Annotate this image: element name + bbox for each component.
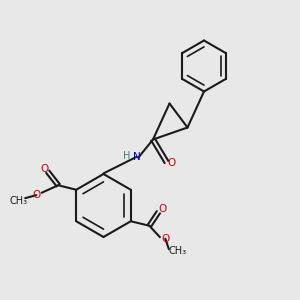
Text: O: O <box>159 204 167 214</box>
Text: CH₃: CH₃ <box>168 246 186 256</box>
Text: O: O <box>161 234 170 244</box>
Text: O: O <box>40 164 48 174</box>
Text: H: H <box>123 151 130 161</box>
Text: O: O <box>32 190 41 200</box>
Text: CH₃: CH₃ <box>10 196 28 206</box>
Text: N: N <box>133 152 140 162</box>
Text: O: O <box>168 158 176 169</box>
